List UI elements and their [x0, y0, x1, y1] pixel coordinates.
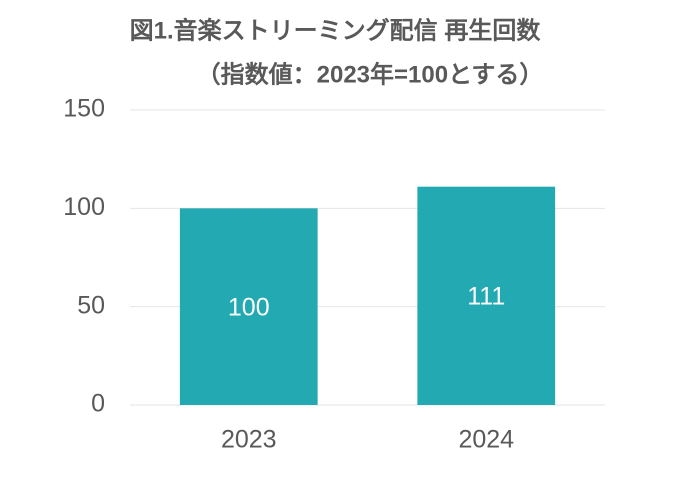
chart-title: 図1.音楽ストリーミング配信 再生回数	[130, 16, 542, 44]
y-tick-label: 100	[63, 193, 105, 221]
data-label: 111	[467, 282, 505, 310]
y-tick-label: 0	[91, 390, 105, 418]
x-tick-label: 2023	[221, 426, 277, 454]
bar	[417, 186, 556, 405]
x-tick-label: 2024	[458, 426, 514, 454]
data-label: 100	[228, 293, 270, 321]
y-tick-label: 50	[77, 291, 105, 319]
bar	[179, 208, 318, 405]
chart-subtitle: （指数値：2023年=100とする）	[197, 60, 544, 88]
y-tick-label: 150	[63, 95, 105, 123]
